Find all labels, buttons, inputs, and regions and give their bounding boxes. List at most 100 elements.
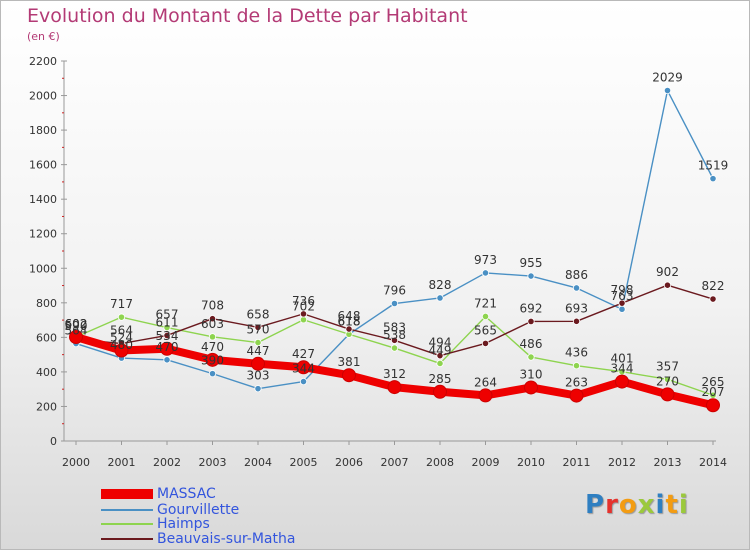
data-label-massac: 270 xyxy=(656,374,679,388)
data-label-gourvillette: 796 xyxy=(383,284,406,298)
data-point-massac xyxy=(433,384,447,399)
data-label-beauvais-sur-matha: 798 xyxy=(611,283,634,297)
data-label-haimps: 717 xyxy=(110,297,133,311)
y-tick-label: 1000 xyxy=(29,262,57,275)
legend-swatch-gourvillette xyxy=(101,509,153,511)
legend-label-gourvillette: Gourvillette xyxy=(157,502,240,518)
legend-swatch-beauvais-sur-matha xyxy=(101,538,153,540)
legend-label-haimps: Haimps xyxy=(157,516,210,532)
data-point-beauvais-sur-matha xyxy=(390,336,399,344)
y-tick-label: 400 xyxy=(36,366,57,379)
data-label-beauvais-sur-matha: 692 xyxy=(520,301,543,315)
legend-item-massac: MASSAC xyxy=(101,487,216,501)
data-point-massac xyxy=(114,343,129,358)
data-label-massac: 524 xyxy=(110,330,133,344)
data-label-massac: 427 xyxy=(292,347,315,361)
data-point-beauvais-sur-matha xyxy=(208,315,217,323)
data-point-gourvillette xyxy=(572,284,581,292)
data-point-massac xyxy=(706,398,720,413)
proxiti-logo: Proxiti xyxy=(585,490,689,520)
data-label-haimps: 265 xyxy=(702,375,725,389)
data-point-massac xyxy=(478,388,493,403)
data-label-haimps: 449 xyxy=(429,343,452,357)
data-label-haimps: 570 xyxy=(247,323,270,337)
x-tick-label: 2004 xyxy=(244,456,272,469)
data-point-haimps xyxy=(390,344,399,352)
data-point-beauvais-sur-matha xyxy=(481,339,490,348)
data-label-beauvais-sur-matha: 708 xyxy=(201,299,224,313)
y-tick-label: 1400 xyxy=(29,193,57,206)
data-point-beauvais-sur-matha xyxy=(709,295,717,303)
data-label-beauvais-sur-matha: 590 xyxy=(65,319,88,333)
x-tick-label: 2005 xyxy=(290,456,318,469)
data-point-gourvillette xyxy=(163,356,171,364)
chart-unit: (en €) xyxy=(27,30,60,43)
data-label-haimps: 721 xyxy=(474,296,497,310)
x-tick-label: 2002 xyxy=(153,456,181,469)
data-point-beauvais-sur-matha xyxy=(436,352,444,360)
data-label-massac: 312 xyxy=(383,367,406,381)
data-point-gourvillette xyxy=(390,299,399,308)
data-label-gourvillette: 1519 xyxy=(698,159,729,173)
data-point-haimps xyxy=(208,333,217,341)
data-point-gourvillette xyxy=(299,377,308,386)
data-label-gourvillette: 2029 xyxy=(652,71,683,85)
data-label-massac: 534 xyxy=(156,329,179,343)
data-label-gourvillette: 564 xyxy=(65,324,88,338)
data-point-haimps xyxy=(663,375,672,383)
data-point-haimps xyxy=(527,353,535,361)
data-point-massac xyxy=(251,356,265,371)
y-tick-label: 1200 xyxy=(29,228,57,241)
x-tick-label: 2012 xyxy=(608,456,636,469)
x-tick-label: 2003 xyxy=(199,456,227,469)
y-tick-label: 1600 xyxy=(29,159,57,172)
data-point-massac xyxy=(69,330,83,345)
data-label-massac: 264 xyxy=(474,375,497,389)
x-tick-label: 2008 xyxy=(426,456,454,469)
data-label-gourvillette: 390 xyxy=(201,354,224,368)
data-label-massac: 602 xyxy=(65,317,88,331)
data-label-massac: 470 xyxy=(201,340,224,354)
data-point-massac xyxy=(296,360,311,375)
y-tick-label: 2000 xyxy=(29,90,57,103)
series-layer xyxy=(69,86,720,413)
data-label-beauvais-sur-matha: 565 xyxy=(474,323,497,337)
data-point-massac xyxy=(205,352,220,367)
data-point-massac xyxy=(569,388,584,403)
legend-swatch-haimps xyxy=(101,523,153,525)
data-label-haimps: 657 xyxy=(156,308,179,322)
data-label-gourvillette: 344 xyxy=(292,362,315,376)
data-point-gourvillette xyxy=(527,272,535,280)
legend-item-haimps: Haimps xyxy=(101,517,210,531)
x-tick-label: 2014 xyxy=(699,456,727,469)
data-point-massac xyxy=(660,387,675,402)
data-point-massac xyxy=(524,380,538,395)
legend-item-beauvais-sur-matha: Beauvais-sur-Matha xyxy=(101,532,295,546)
x-tick-label: 2007 xyxy=(381,456,409,469)
x-tick-label: 2000 xyxy=(62,456,90,469)
data-point-haimps xyxy=(117,313,126,321)
data-point-beauvais-sur-matha xyxy=(299,310,308,318)
data-point-haimps xyxy=(572,362,581,370)
data-label-haimps: 602 xyxy=(65,317,88,331)
data-label-gourvillette: 886 xyxy=(565,268,588,282)
data-label-gourvillette: 828 xyxy=(429,278,452,292)
data-label-gourvillette: 973 xyxy=(474,253,497,267)
data-label-beauvais-sur-matha: 583 xyxy=(383,320,406,334)
data-point-gourvillette xyxy=(663,86,672,95)
legend-item-gourvillette: Gourvillette xyxy=(101,503,239,517)
data-label-massac: 447 xyxy=(247,344,270,358)
y-tick-label: 2200 xyxy=(29,55,57,68)
data-label-haimps: 401 xyxy=(611,352,634,366)
legend-swatch-massac xyxy=(101,489,153,499)
data-point-beauvais-sur-matha xyxy=(572,317,581,325)
data-point-beauvais-sur-matha xyxy=(345,325,353,333)
data-label-haimps: 486 xyxy=(520,337,543,351)
x-tick-label: 2010 xyxy=(517,456,545,469)
y-tick-label: 1800 xyxy=(29,124,57,137)
data-point-massac xyxy=(387,380,402,395)
data-point-gourvillette xyxy=(436,294,444,302)
data-label-gourvillette: 303 xyxy=(247,369,270,383)
data-point-haimps xyxy=(299,316,308,324)
